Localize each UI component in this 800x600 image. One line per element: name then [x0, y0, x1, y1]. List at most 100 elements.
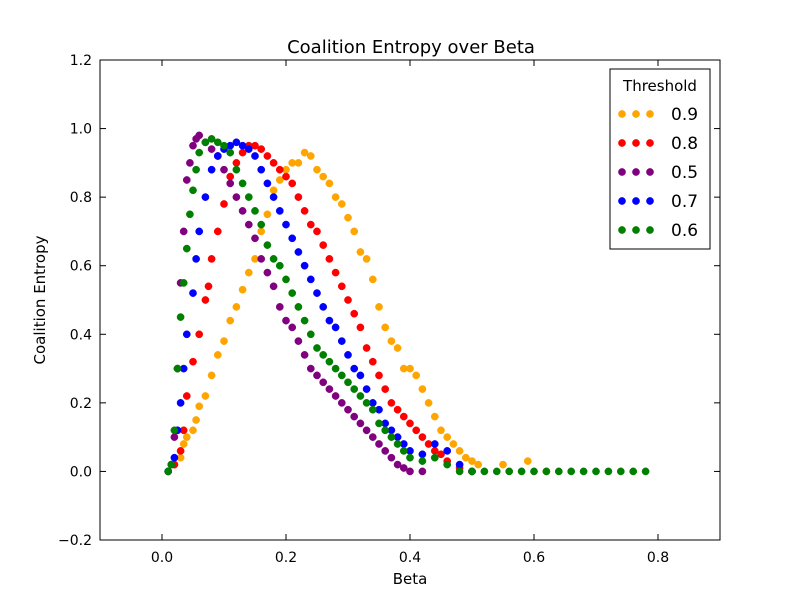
data-point	[492, 467, 501, 476]
data-point	[319, 172, 328, 181]
data-point	[523, 457, 532, 465]
data-point	[186, 210, 194, 219]
data-point	[244, 145, 253, 153]
legend-marker	[632, 168, 640, 176]
data-point	[263, 241, 272, 249]
data-point	[461, 453, 470, 462]
data-point	[406, 419, 414, 428]
data-point	[257, 255, 266, 263]
data-point	[412, 371, 421, 380]
data-point	[232, 303, 241, 311]
data-point	[306, 330, 315, 339]
data-point	[213, 138, 222, 147]
data-point	[282, 172, 290, 181]
legend-label: 0.9	[671, 105, 698, 125]
data-point	[337, 200, 346, 208]
data-point	[499, 460, 507, 469]
data-point	[269, 186, 278, 195]
data-point	[182, 392, 191, 400]
data-point	[362, 344, 371, 352]
data-point	[331, 268, 340, 277]
data-point	[226, 148, 235, 157]
data-point	[213, 152, 222, 160]
legend-marker	[618, 139, 626, 147]
data-point	[201, 296, 210, 304]
data-point	[269, 159, 278, 167]
legend-marker	[646, 139, 654, 147]
data-point	[393, 344, 402, 352]
data-point	[176, 313, 185, 321]
data-point	[220, 200, 228, 208]
data-point	[381, 385, 390, 393]
legend-marker	[632, 226, 640, 234]
data-point	[393, 440, 402, 448]
data-point	[238, 207, 247, 215]
data-point	[244, 193, 253, 201]
data-point	[325, 179, 334, 188]
data-point	[251, 207, 259, 215]
data-point	[313, 371, 321, 380]
data-point	[350, 364, 359, 373]
data-point	[406, 364, 414, 373]
data-point	[592, 467, 600, 476]
data-point	[437, 450, 445, 459]
data-point	[176, 447, 185, 455]
data-point	[387, 453, 396, 462]
data-point	[474, 460, 483, 469]
data-point	[313, 227, 321, 236]
data-point	[604, 467, 613, 476]
data-point	[263, 268, 272, 277]
data-point	[418, 450, 427, 459]
data-point	[350, 227, 359, 236]
data-point	[313, 289, 321, 297]
data-point	[319, 241, 328, 249]
x-tick-label: 0.0	[151, 550, 173, 566]
data-point	[387, 337, 396, 345]
data-point	[616, 467, 625, 476]
legend-entry: 0.7	[618, 192, 698, 212]
data-point	[179, 227, 188, 236]
x-axis-label: Beta	[393, 570, 428, 588]
data-point	[443, 460, 452, 469]
y-tick-label: 1.2	[70, 53, 92, 69]
legend-marker	[632, 110, 640, 118]
data-point	[182, 330, 191, 339]
data-point	[251, 141, 259, 150]
data-point	[182, 433, 191, 441]
data-point	[393, 460, 402, 469]
data-point	[325, 385, 334, 393]
legend-label: 0.6	[671, 221, 698, 241]
data-point	[356, 371, 365, 380]
data-point	[443, 447, 452, 455]
data-point	[294, 248, 303, 256]
data-point	[443, 433, 452, 441]
x-tick-label: 0.2	[275, 550, 297, 566]
data-point	[344, 405, 352, 414]
data-point	[294, 159, 303, 167]
data-point	[468, 457, 476, 465]
data-point	[170, 433, 179, 441]
data-point	[213, 351, 222, 359]
data-point	[344, 213, 352, 222]
data-point	[375, 371, 383, 380]
legend: Threshold 0.9 0.8 0.5 0.7 0.6	[609, 68, 711, 250]
data-point	[418, 433, 427, 441]
data-point	[331, 392, 340, 400]
legend-marker	[646, 168, 654, 176]
y-tick-label: 0.2	[70, 396, 92, 412]
data-point	[201, 392, 210, 400]
data-point	[288, 234, 297, 243]
data-point	[282, 275, 290, 284]
data-point	[263, 152, 272, 160]
data-point	[350, 309, 359, 318]
data-point	[337, 337, 346, 345]
data-point	[306, 220, 315, 229]
data-point	[325, 316, 334, 325]
data-point	[381, 447, 390, 455]
data-point	[195, 402, 204, 411]
x-tick-label: 0.4	[399, 550, 421, 566]
data-point	[356, 392, 365, 400]
data-point	[381, 323, 390, 332]
data-point	[387, 433, 396, 441]
data-point	[517, 467, 526, 476]
